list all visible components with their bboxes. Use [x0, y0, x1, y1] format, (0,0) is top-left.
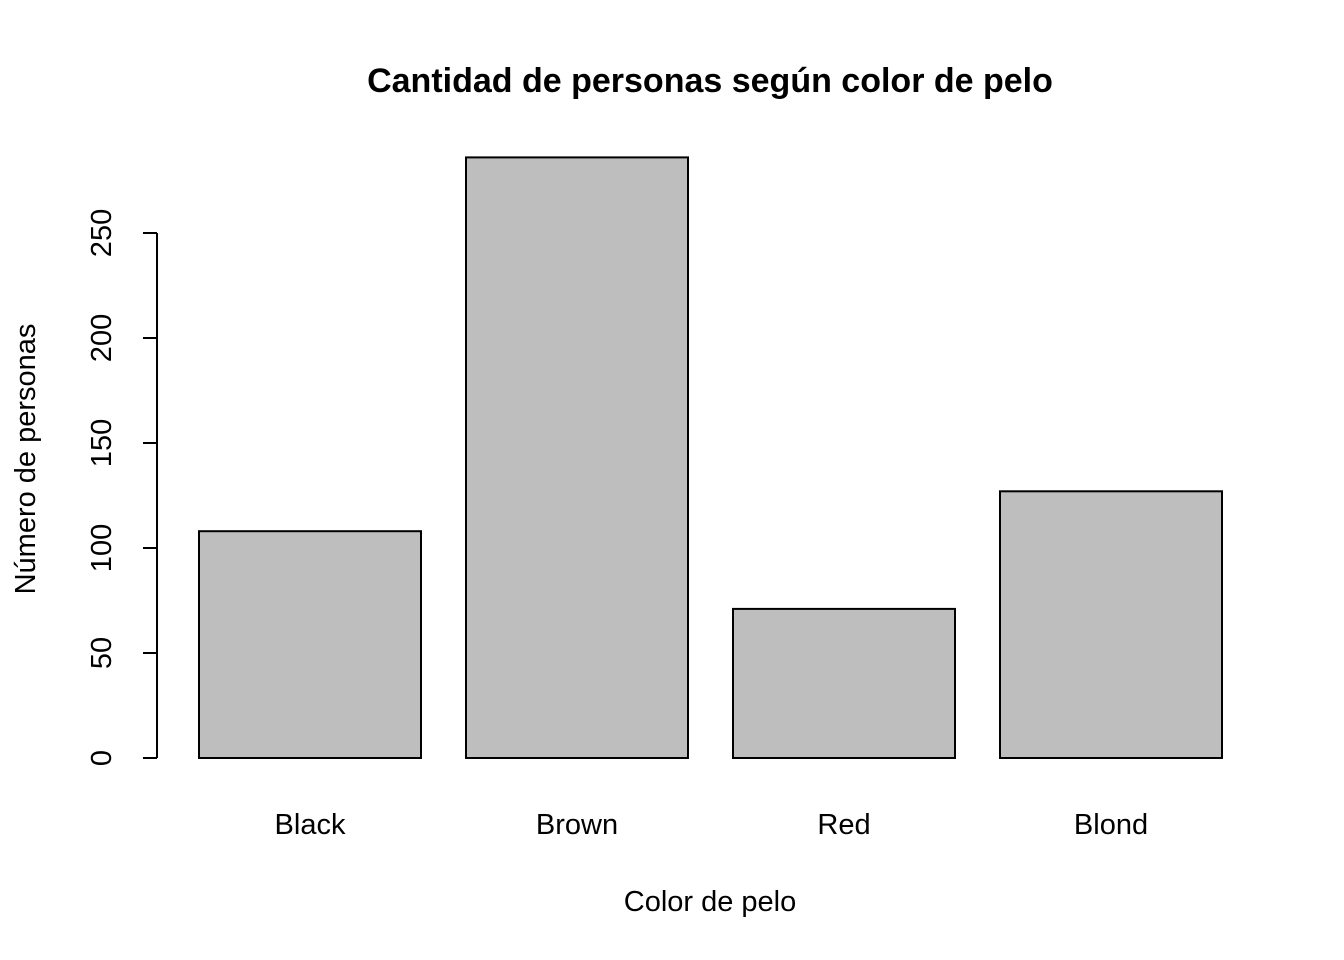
y-tick-label-150: 150: [86, 419, 118, 467]
y-axis: 0 50 100 150 200 250: [86, 209, 158, 766]
x-tick-label-blond: Blond: [1074, 809, 1148, 841]
y-tick-label-50: 50: [86, 637, 118, 669]
y-tick-label-200: 200: [86, 314, 118, 362]
bar-black: [198, 530, 422, 760]
bar-brown: [465, 156, 689, 759]
x-tick-label-brown: Brown: [536, 809, 618, 841]
bar-red: [732, 607, 956, 760]
y-tick-label-250: 250: [86, 209, 118, 257]
y-tick-label-0: 0: [86, 750, 118, 766]
x-tick-label-red: Red: [817, 809, 870, 841]
x-category-labels: Black Brown Red Blond: [275, 809, 1149, 841]
bars-group: [198, 156, 1223, 760]
bar-blond: [999, 490, 1223, 759]
y-tick-label-100: 100: [86, 524, 118, 572]
y-axis-label: Número de personas: [10, 324, 42, 595]
chart-title: Cantidad de personas según color de pelo: [367, 62, 1053, 100]
x-axis-label: Color de pelo: [624, 886, 797, 918]
x-tick-label-black: Black: [275, 809, 346, 841]
